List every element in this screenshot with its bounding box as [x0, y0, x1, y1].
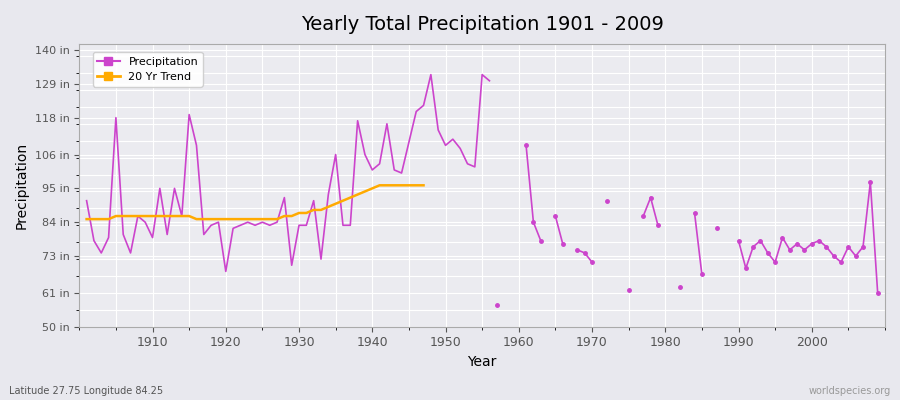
X-axis label: Year: Year — [467, 355, 497, 369]
20 Yr Trend — [309, 208, 320, 212]
20 Yr Trend — [184, 214, 194, 218]
Legend: Precipitation, 20 Yr Trend: Precipitation, 20 Yr Trend — [93, 52, 202, 87]
20 Yr Trend — [272, 217, 283, 222]
20 Yr Trend — [176, 214, 187, 218]
20 Yr Trend — [374, 183, 385, 188]
20 Yr Trend — [125, 214, 136, 218]
20 Yr Trend — [111, 214, 122, 218]
Text: worldspecies.org: worldspecies.org — [809, 386, 891, 396]
20 Yr Trend — [235, 217, 246, 222]
20 Yr Trend — [389, 183, 400, 188]
20 Yr Trend — [206, 217, 217, 222]
20 Yr Trend — [359, 189, 370, 194]
20 Yr Trend — [352, 192, 363, 197]
20 Yr Trend — [265, 217, 275, 222]
20 Yr Trend — [367, 186, 378, 191]
20 Yr Trend — [88, 217, 99, 222]
20 Yr Trend — [81, 217, 92, 222]
20 Yr Trend — [132, 214, 143, 218]
20 Yr Trend — [396, 183, 407, 188]
20 Yr Trend — [338, 198, 348, 203]
20 Yr Trend — [410, 183, 421, 188]
20 Yr Trend — [140, 214, 150, 218]
20 Yr Trend — [257, 217, 268, 222]
20 Yr Trend — [198, 217, 209, 222]
20 Yr Trend — [382, 183, 392, 188]
20 Yr Trend — [301, 210, 311, 215]
20 Yr Trend — [345, 195, 356, 200]
20 Yr Trend — [418, 183, 429, 188]
20 Yr Trend — [155, 214, 166, 218]
20 Yr Trend — [279, 214, 290, 218]
20 Yr Trend — [242, 217, 253, 222]
20 Yr Trend — [286, 214, 297, 218]
Y-axis label: Precipitation: Precipitation — [15, 142, 29, 229]
Text: Latitude 27.75 Longitude 84.25: Latitude 27.75 Longitude 84.25 — [9, 386, 163, 396]
20 Yr Trend — [96, 217, 107, 222]
20 Yr Trend — [118, 214, 129, 218]
Title: Yearly Total Precipitation 1901 - 2009: Yearly Total Precipitation 1901 - 2009 — [301, 15, 663, 34]
20 Yr Trend — [104, 217, 114, 222]
20 Yr Trend — [191, 217, 202, 222]
20 Yr Trend — [162, 214, 173, 218]
Line: 20 Yr Trend: 20 Yr Trend — [86, 185, 424, 219]
20 Yr Trend — [228, 217, 238, 222]
20 Yr Trend — [249, 217, 260, 222]
20 Yr Trend — [147, 214, 158, 218]
20 Yr Trend — [403, 183, 414, 188]
20 Yr Trend — [220, 217, 231, 222]
20 Yr Trend — [330, 201, 341, 206]
20 Yr Trend — [169, 214, 180, 218]
20 Yr Trend — [323, 204, 334, 209]
20 Yr Trend — [213, 217, 224, 222]
20 Yr Trend — [293, 210, 304, 215]
20 Yr Trend — [316, 208, 327, 212]
